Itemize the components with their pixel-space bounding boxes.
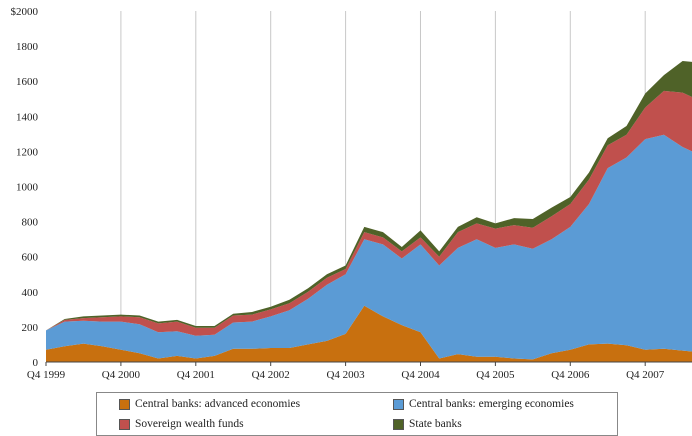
stacked-areas: [46, 61, 692, 362]
x-tick-label: Q4 2004: [401, 369, 440, 381]
y-tick-label: 400: [22, 287, 39, 299]
y-axis-ticks: 0 200 400 600 800 1000 1200 1400 1600 1800 $2000: [11, 6, 39, 369]
grid-lines: [120, 11, 646, 362]
area-chart: 0 200 400 600 800 1000 1200 1400 1600 1800 $2000 Q…: [11, 6, 692, 381]
area-sovereign-wealth-funds: [46, 90, 692, 336]
legend-swatch: [119, 418, 130, 430]
x-tick-label: Q4 2005: [476, 369, 515, 381]
x-tick-label: Q4 2007: [626, 369, 665, 381]
legend-label: Central banks: advanced economies: [135, 398, 301, 410]
y-tick-label: 800: [22, 217, 39, 229]
x-tick-label: Q4 2002: [252, 369, 290, 381]
legend-item-state-banks: State banks: [393, 418, 462, 430]
area-central-banks-advanced-economies: [46, 305, 692, 362]
x-tick-label: Q4 2003: [326, 369, 365, 381]
y-tick-label: 1200: [16, 146, 39, 158]
x-tick-label: Q4 2006: [551, 369, 590, 381]
y-tick-label: $2000: [11, 6, 39, 18]
legend-swatch: [393, 418, 404, 430]
legend-item-central-banks-advanced: Central banks: advanced economies: [119, 398, 300, 410]
area-central-banks-emerging-economies: [46, 134, 692, 360]
x-tick-label: Q4 2001: [177, 369, 215, 381]
y-tick-label: 1800: [16, 41, 39, 53]
y-tick-label: 1600: [16, 76, 39, 88]
y-tick-label: 1400: [16, 111, 39, 123]
legend-item-sovereign-wealth-funds: Sovereign wealth funds: [119, 418, 244, 430]
y-tick-label: 1000: [16, 182, 39, 194]
x-tick-label: Q4 2000: [102, 369, 141, 381]
legend-swatch: [393, 398, 404, 410]
y-tick-label: 600: [22, 252, 39, 264]
legend-swatch: [119, 398, 130, 410]
legend-label: Central banks: emerging economies: [409, 398, 574, 410]
legend-label: Sovereign wealth funds: [135, 418, 244, 430]
y-tick-label: 0: [33, 357, 39, 369]
x-tick-label: Q4 1999: [27, 369, 66, 381]
legend-item-central-banks-emerging: Central banks: emerging economies: [393, 398, 574, 410]
legend: Central banks: advanced economies Centra…: [96, 392, 618, 436]
x-axis-ticks: Q4 1999 Q4 2000 Q4 2001 Q4 2002 Q4 2003 Q4 20…: [27, 362, 665, 381]
legend-label: State banks: [409, 418, 462, 430]
y-tick-label: 200: [22, 322, 39, 334]
